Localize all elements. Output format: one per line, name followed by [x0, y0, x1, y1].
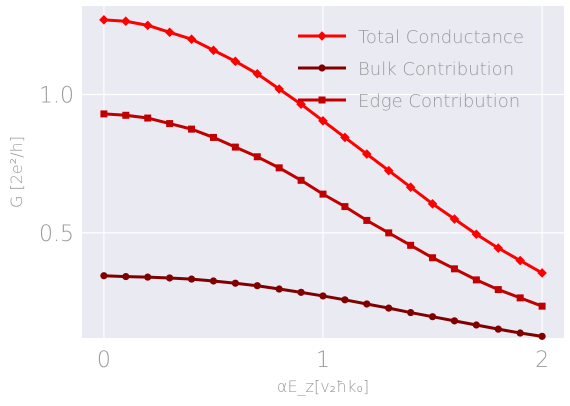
bulk-contribution-point	[494, 325, 502, 333]
y-tick-label: 1.0	[39, 84, 74, 109]
total-conductance-point	[230, 56, 241, 67]
x-axis-label: αE_z[v₂ħk₀]	[277, 377, 369, 396]
total-conductance-point	[296, 99, 306, 110]
legend-label: Edge Contribution	[358, 91, 520, 112]
edge-contribution-point	[494, 286, 502, 294]
edge-contribution-point	[363, 216, 371, 224]
bulk-contribution-point	[187, 275, 196, 283]
total-conductance-point	[99, 15, 109, 25]
edge-contribution-point	[472, 276, 480, 284]
x-tick-label: 1	[316, 348, 330, 373]
x-tick-label: 2	[535, 348, 549, 373]
edge-contribution-point	[100, 110, 108, 118]
edge-contribution-point	[297, 176, 305, 184]
total-conductance-point	[340, 132, 350, 143]
bulk-contribution-point	[319, 292, 327, 300]
total-conductance-point	[405, 182, 416, 193]
edge-contribution-point	[166, 120, 174, 128]
bulk-contribution-point	[363, 300, 371, 308]
edge-contribution-point	[188, 125, 196, 133]
bulk-contribution-point	[166, 274, 174, 282]
series-layer	[99, 15, 547, 340]
bulk-contribution-point	[297, 288, 305, 296]
edge-contribution-point	[429, 254, 437, 262]
bulk-contribution-point	[144, 273, 152, 281]
legend-entry-total-conductance: Total Conductance	[298, 27, 524, 48]
x-tick-label: 0	[97, 348, 111, 373]
bulk-contribution-point	[538, 332, 546, 340]
edge-contribution-point	[144, 114, 152, 122]
legend-marker	[318, 64, 326, 72]
total-conductance-point	[164, 27, 175, 38]
total-conductance-point	[515, 255, 525, 266]
bulk-contribution-point	[122, 272, 130, 281]
bulk-contribution-point	[275, 285, 283, 293]
total-conductance-point	[471, 229, 482, 240]
legend-entry-edge-contribution: Edge Contribution	[298, 91, 520, 112]
total-conductance-point	[121, 16, 131, 27]
series-edge-contribution	[100, 110, 546, 310]
edge-contribution-point	[319, 190, 327, 198]
total-conductance-point	[318, 116, 328, 126]
y-tick-label: 0.5	[39, 222, 74, 247]
y-axis-label: G [2e²/h]	[7, 136, 26, 208]
total-conductance-point	[186, 34, 197, 44]
bulk-contribution-point	[407, 308, 415, 317]
total-conductance-point	[493, 243, 504, 253]
legend-label: Bulk Contribution	[358, 59, 514, 80]
edge-contribution-point	[385, 229, 393, 237]
bulk-contribution-point	[231, 279, 239, 287]
total-conductance-point	[383, 165, 394, 176]
bulk-contribution-point	[472, 321, 480, 329]
edge-contribution-point	[253, 153, 261, 161]
bulk-contribution-point	[428, 313, 437, 321]
bulk-contribution-point	[100, 272, 108, 280]
bulk-contribution-point	[516, 329, 524, 337]
tick-labels: 0 1 2 0.5 1.0	[39, 84, 549, 373]
bulk-contribution-point	[209, 277, 218, 285]
bulk-contribution-point	[341, 296, 349, 304]
edge-contribution-point	[538, 302, 546, 310]
edge-contribution-point	[122, 111, 130, 119]
legend-entry-bulk-contribution: Bulk Contribution	[298, 59, 514, 80]
legend-marker	[317, 31, 327, 41]
grid-lines	[82, 6, 564, 338]
bulk-contribution-point	[450, 317, 459, 325]
total-conductance-point	[427, 199, 438, 209]
total-conductance-point	[208, 45, 219, 56]
edge-contribution-point	[341, 203, 349, 211]
edge-contribution-point	[516, 294, 524, 302]
total-conductance-point	[274, 84, 284, 94]
total-conductance-point	[252, 68, 263, 79]
bulk-contribution-point	[253, 282, 261, 290]
edge-contribution-point	[231, 143, 239, 151]
total-conductance-point	[142, 20, 153, 31]
total-conductance-point	[449, 214, 460, 224]
edge-contribution-point	[209, 133, 217, 141]
total-conductance-point	[537, 268, 547, 278]
edge-contribution-point	[275, 164, 283, 172]
legend: Total Conductance Bulk Contribution Edge C…	[298, 27, 524, 112]
legend-marker	[318, 96, 326, 104]
edge-contribution-point	[407, 241, 415, 249]
total-conductance-point	[362, 149, 372, 159]
series-bulk-contribution	[100, 272, 546, 340]
legend-label: Total Conductance	[358, 27, 524, 48]
series-total-conductance	[99, 15, 547, 278]
edge-contribution-point	[450, 265, 458, 273]
bulk-contribution-point	[385, 304, 393, 312]
